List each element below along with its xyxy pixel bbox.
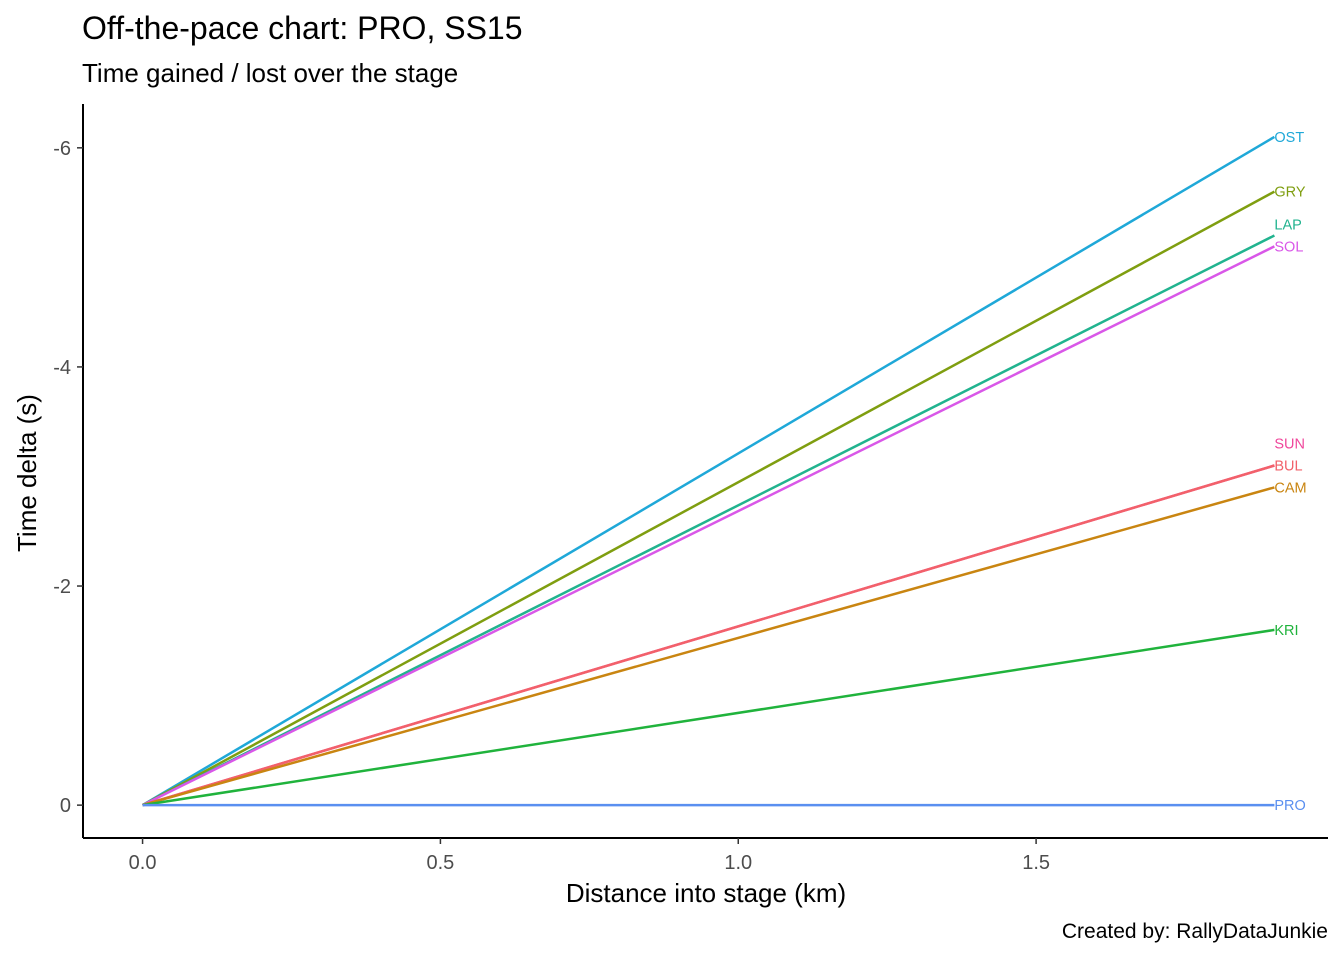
x-tick-label: 0.5 (427, 852, 455, 874)
chart-title: Off-the-pace chart: PRO, SS15 (82, 10, 523, 46)
series-line-bul (142, 464, 1275, 807)
series-label-gry: GRY (1274, 185, 1305, 201)
y-tick-label: -2 (53, 576, 71, 598)
series-line-kri (142, 628, 1275, 807)
series-layer: OST GRY LAP SOL SUN BUL CAM KRI PRO (141, 130, 1307, 814)
series-label-sol: SOL (1274, 239, 1303, 255)
x-tick-label: 1.5 (1022, 852, 1050, 874)
series-line-cam (142, 486, 1275, 807)
chart-subtitle: Time gained / lost over the stage (82, 58, 459, 88)
y-tick-label: 0 (60, 795, 71, 817)
series-label-pro: PRO (1274, 798, 1305, 814)
series-label-sun: SUN (1274, 437, 1305, 453)
series-line-gry (142, 190, 1275, 807)
chart-caption: Created by: RallyDataJunkie (1061, 920, 1328, 943)
series-line-sol (142, 245, 1275, 807)
series-label-lap: LAP (1274, 218, 1301, 234)
series-label-cam: CAM (1274, 480, 1306, 496)
series-label-kri: KRI (1274, 623, 1298, 639)
y-tick-label: -4 (53, 357, 71, 379)
axis-layer: 0.0 0.5 1.0 1.5 0 -2 -4 -6 (53, 104, 1328, 874)
y-tick-label: -6 (53, 138, 71, 160)
series-line-lap (142, 234, 1275, 807)
x-tick-label: 0.0 (129, 852, 157, 874)
series-line-ost (141, 135, 1276, 807)
y-axis-title: Time delta (s) (12, 394, 42, 552)
x-tick-label: 1.0 (724, 852, 752, 874)
series-label-bul: BUL (1274, 459, 1302, 475)
series-label-ost: OST (1274, 130, 1304, 146)
x-axis-title: Distance into stage (km) (566, 878, 846, 908)
